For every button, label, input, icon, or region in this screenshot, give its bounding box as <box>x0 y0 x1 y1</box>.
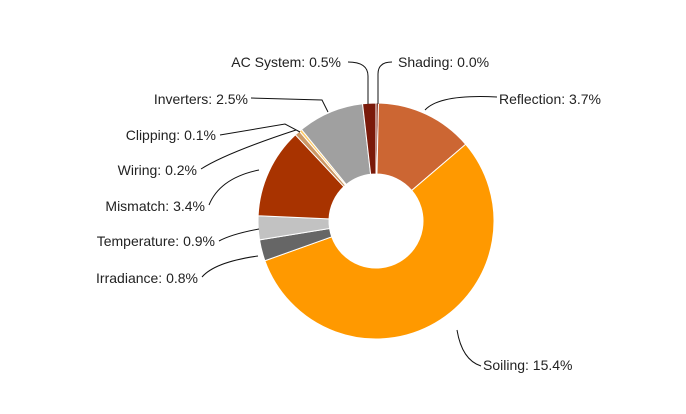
label-irradiance: Irradiance: 0.8% <box>96 270 198 286</box>
label-temperature: Temperature: 0.9% <box>97 233 215 249</box>
label-wiring: Wiring: 0.2% <box>118 162 197 178</box>
label-shading: Shading: 0.0% <box>398 54 489 70</box>
label-clipping: Clipping: 0.1% <box>126 127 216 143</box>
leader-lines-group <box>200 61 498 367</box>
labels-group: Shading: 0.0% Reflection: 3.7% Soiling: … <box>96 54 601 373</box>
label-mismatch: Mismatch: 3.4% <box>105 198 205 214</box>
label-reflection: Reflection: 3.7% <box>499 91 601 107</box>
leader-ac-system <box>347 61 369 104</box>
leader-clipping <box>219 123 301 136</box>
slice-soiling <box>264 143 495 340</box>
leader-soiling <box>456 329 482 367</box>
leader-shading <box>377 61 393 104</box>
slices-group <box>257 102 495 340</box>
label-inverters: Inverters: 2.5% <box>154 91 248 107</box>
leader-temperature <box>218 228 260 242</box>
leader-inverters <box>250 97 329 113</box>
leader-irradiance <box>201 255 259 278</box>
leader-reflection <box>424 96 498 111</box>
leader-wiring <box>200 129 297 170</box>
leader-mismatch <box>208 169 260 206</box>
label-soiling: Soiling: 15.4% <box>483 357 573 373</box>
slice-ac-system <box>361 102 377 175</box>
label-ac-system: AC System: 0.5% <box>231 54 341 70</box>
